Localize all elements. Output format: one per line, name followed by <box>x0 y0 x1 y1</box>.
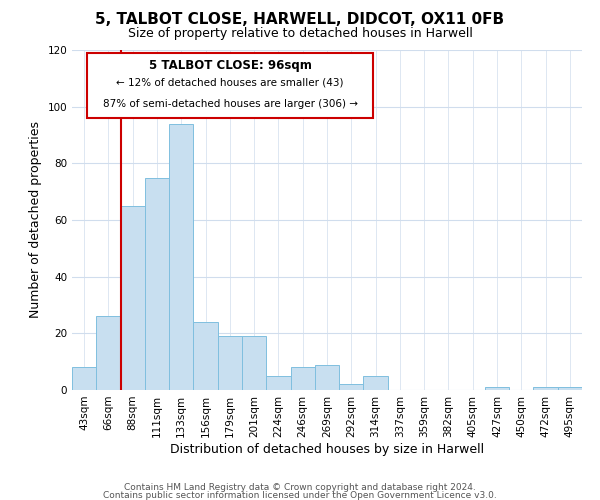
Text: Contains public sector information licensed under the Open Government Licence v3: Contains public sector information licen… <box>103 490 497 500</box>
Text: 5, TALBOT CLOSE, HARWELL, DIDCOT, OX11 0FB: 5, TALBOT CLOSE, HARWELL, DIDCOT, OX11 0… <box>95 12 505 28</box>
Bar <box>290 368 315 390</box>
Text: 5 TALBOT CLOSE: 96sqm: 5 TALBOT CLOSE: 96sqm <box>149 58 311 71</box>
Bar <box>96 316 121 390</box>
Bar <box>533 387 558 390</box>
Bar <box>339 384 364 390</box>
Bar <box>558 387 582 390</box>
Text: ← 12% of detached houses are smaller (43): ← 12% of detached houses are smaller (43… <box>116 78 344 88</box>
Y-axis label: Number of detached properties: Number of detached properties <box>29 122 42 318</box>
Bar <box>242 336 266 390</box>
Bar <box>266 376 290 390</box>
Bar <box>485 387 509 390</box>
Text: Contains HM Land Registry data © Crown copyright and database right 2024.: Contains HM Land Registry data © Crown c… <box>124 483 476 492</box>
X-axis label: Distribution of detached houses by size in Harwell: Distribution of detached houses by size … <box>170 442 484 456</box>
FancyBboxPatch shape <box>88 54 373 118</box>
Bar <box>364 376 388 390</box>
Bar <box>218 336 242 390</box>
Bar <box>121 206 145 390</box>
Bar <box>72 368 96 390</box>
Bar <box>169 124 193 390</box>
Bar <box>145 178 169 390</box>
Text: Size of property relative to detached houses in Harwell: Size of property relative to detached ho… <box>128 28 472 40</box>
Text: 87% of semi-detached houses are larger (306) →: 87% of semi-detached houses are larger (… <box>103 99 358 109</box>
Bar <box>193 322 218 390</box>
Bar <box>315 364 339 390</box>
